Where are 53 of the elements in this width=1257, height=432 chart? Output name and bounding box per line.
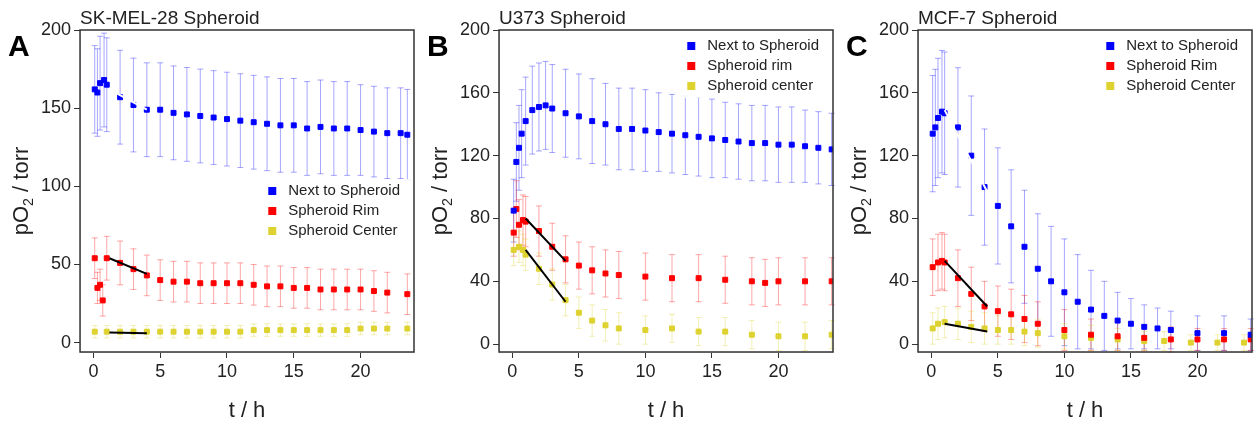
- x-tick-label: 10: [1054, 360, 1075, 381]
- x-tick-label: 20: [350, 360, 371, 381]
- x-tick-label: 5: [573, 360, 584, 381]
- text: B: [427, 29, 449, 62]
- y-tick-label: 0: [480, 333, 491, 354]
- y-axis-title: pO2 / torr: [846, 146, 874, 236]
- x-tick-label: 20: [768, 360, 789, 381]
- y-tick-label: 160: [878, 81, 910, 102]
- y-tick-label: 0: [61, 331, 72, 352]
- y-axis-title: pO2 / torr: [8, 146, 36, 236]
- x-axis-title: t / h: [647, 396, 685, 422]
- y-tick-label: 200: [878, 18, 910, 39]
- y-tick-label: 200: [459, 18, 491, 39]
- x-tick-label: 15: [283, 360, 304, 381]
- legend-label: Spheroid Center: [1126, 76, 1236, 94]
- chart-title: SK-MEL-28 Spheroid: [80, 7, 260, 28]
- y-tick-label: 0: [899, 333, 910, 354]
- y-axis-title: pO2 / torr: [427, 146, 455, 236]
- legend-label: Spheroid center: [707, 76, 814, 94]
- x-tick-label: 15: [701, 360, 722, 381]
- y-tick-label: 80: [470, 207, 491, 228]
- legend-label: Spheroid Center: [288, 221, 398, 239]
- x-tick-label: 5: [155, 360, 166, 381]
- x-tick-label: 10: [216, 360, 237, 381]
- x-tick-label: 0: [507, 360, 518, 381]
- chart-title: MCF-7 Spheroid: [918, 7, 1058, 28]
- legend-label: Next to Spheroid: [707, 36, 819, 54]
- y-tick-label: 100: [40, 175, 72, 196]
- x-tick-label: 10: [635, 360, 656, 381]
- text: C: [846, 29, 868, 62]
- y-tick-label: 40: [470, 270, 491, 291]
- x-tick-label: 5: [992, 360, 1003, 381]
- y-tick-label: 150: [40, 97, 72, 118]
- legend-label: Next to Spheroid: [1126, 36, 1238, 54]
- y-tick-label: 200: [40, 18, 72, 39]
- text: A: [8, 29, 30, 62]
- y-tick-label: 50: [51, 253, 72, 274]
- legend-label: Next to Spheroid: [288, 181, 400, 199]
- y-tick-label: 40: [889, 270, 910, 291]
- legend-label: Spheroid rim: [707, 56, 793, 74]
- legend-label: Spheroid Rim: [1126, 56, 1218, 74]
- legend-label: Spheroid Rim: [288, 201, 380, 219]
- x-tick-label: 0: [88, 360, 99, 381]
- y-tick-label: 80: [889, 207, 910, 228]
- x-tick-label: 0: [926, 360, 937, 381]
- y-tick-label: 120: [459, 144, 491, 165]
- chart-title: U373 Spheroid: [499, 7, 626, 28]
- y-tick-label: 120: [878, 144, 910, 165]
- x-tick-label: 15: [1120, 360, 1141, 381]
- x-axis-title: t / h: [1066, 396, 1104, 422]
- x-tick-label: 20: [1187, 360, 1208, 381]
- x-axis-title: t / h: [228, 396, 266, 422]
- y-tick-label: 160: [459, 81, 491, 102]
